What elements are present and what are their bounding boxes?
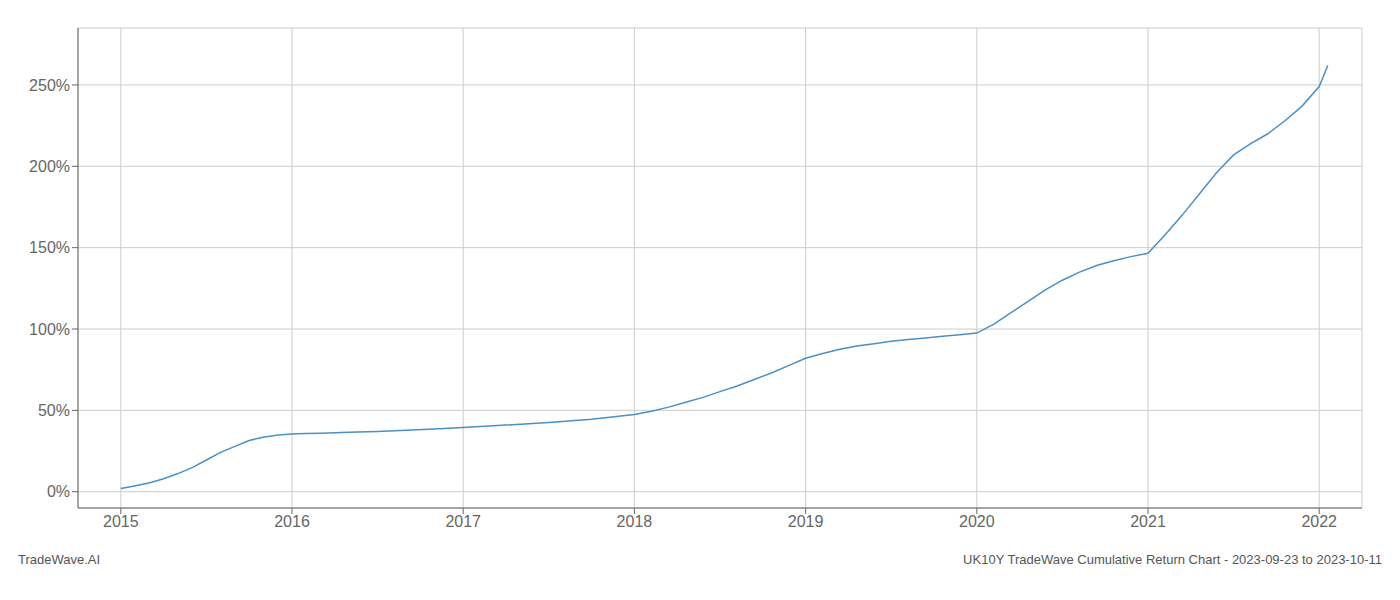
svg-text:2017: 2017	[445, 513, 481, 530]
svg-text:2020: 2020	[959, 513, 995, 530]
svg-text:250%: 250%	[29, 77, 70, 94]
svg-text:0%: 0%	[47, 483, 70, 500]
svg-text:2019: 2019	[788, 513, 824, 530]
svg-text:150%: 150%	[29, 239, 70, 256]
svg-text:100%: 100%	[29, 321, 70, 338]
html-text:TradeWave.AI: TradeWave.AI	[18, 552, 101, 567]
html-text:UK10Y TradeWave Cumulative Ret: UK10Y TradeWave Cumulative Return Chart …	[963, 552, 1382, 567]
svg-text:2015: 2015	[103, 513, 139, 530]
svg-text:2021: 2021	[1130, 513, 1166, 530]
svg-text:2018: 2018	[617, 513, 653, 530]
svg-text:50%: 50%	[38, 402, 70, 419]
svg-text:200%: 200%	[29, 158, 70, 175]
svg-text:2022: 2022	[1301, 513, 1337, 530]
svg-text:2016: 2016	[274, 513, 310, 530]
